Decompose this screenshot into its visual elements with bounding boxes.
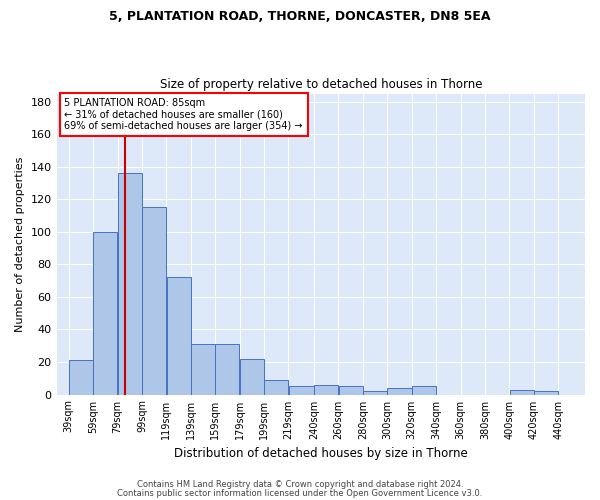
Bar [412,386,436,394]
X-axis label: Distribution of detached houses by size in Thorne: Distribution of detached houses by size … [174,447,467,460]
Title: Size of property relative to detached houses in Thorne: Size of property relative to detached ho… [160,78,482,91]
Bar [167,278,191,394]
Bar [289,386,314,394]
Y-axis label: Number of detached properties: Number of detached properties [15,156,25,332]
Bar [509,390,533,394]
Bar [118,174,142,394]
Bar [264,380,288,394]
Bar [240,359,264,394]
Bar [94,232,118,394]
Text: 5, PLANTATION ROAD, THORNE, DONCASTER, DN8 5EA: 5, PLANTATION ROAD, THORNE, DONCASTER, D… [109,10,491,23]
Bar [338,386,362,394]
Bar [69,360,93,394]
Text: Contains HM Land Registry data © Crown copyright and database right 2024.: Contains HM Land Registry data © Crown c… [137,480,463,489]
Text: 5 PLANTATION ROAD: 85sqm
← 31% of detached houses are smaller (160)
69% of semi-: 5 PLANTATION ROAD: 85sqm ← 31% of detach… [64,98,303,132]
Bar [388,388,412,394]
Bar [191,344,215,395]
Bar [534,392,558,394]
Bar [142,208,166,394]
Text: Contains public sector information licensed under the Open Government Licence v3: Contains public sector information licen… [118,488,482,498]
Bar [215,344,239,395]
Bar [363,392,387,394]
Bar [314,385,338,394]
